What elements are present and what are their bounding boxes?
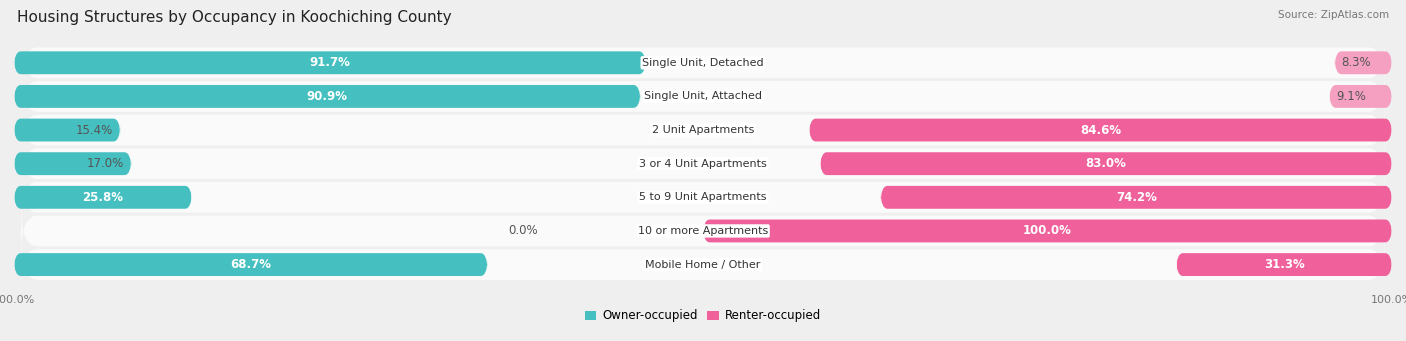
Text: 74.2%: 74.2%: [1116, 191, 1157, 204]
Text: 10 or more Apartments: 10 or more Apartments: [638, 226, 768, 236]
FancyBboxPatch shape: [21, 105, 1385, 155]
Text: 8.3%: 8.3%: [1341, 56, 1371, 69]
FancyBboxPatch shape: [1329, 85, 1392, 108]
FancyBboxPatch shape: [21, 72, 1385, 121]
FancyBboxPatch shape: [21, 173, 1385, 222]
Text: Single Unit, Attached: Single Unit, Attached: [644, 91, 762, 101]
FancyBboxPatch shape: [1334, 51, 1392, 74]
FancyBboxPatch shape: [14, 152, 131, 175]
Legend: Owner-occupied, Renter-occupied: Owner-occupied, Renter-occupied: [579, 305, 827, 327]
Text: 91.7%: 91.7%: [309, 56, 350, 69]
FancyBboxPatch shape: [703, 220, 1392, 242]
FancyBboxPatch shape: [21, 38, 1385, 88]
Text: Housing Structures by Occupancy in Koochiching County: Housing Structures by Occupancy in Kooch…: [17, 10, 451, 25]
Text: 9.1%: 9.1%: [1336, 90, 1367, 103]
Text: 100.0%: 100.0%: [1024, 224, 1071, 237]
Text: Mobile Home / Other: Mobile Home / Other: [645, 260, 761, 270]
Text: 68.7%: 68.7%: [231, 258, 271, 271]
Text: 15.4%: 15.4%: [76, 123, 114, 136]
Text: 2 Unit Apartments: 2 Unit Apartments: [652, 125, 754, 135]
Text: Source: ZipAtlas.com: Source: ZipAtlas.com: [1278, 10, 1389, 20]
Text: 25.8%: 25.8%: [83, 191, 124, 204]
Text: Single Unit, Detached: Single Unit, Detached: [643, 58, 763, 68]
Text: 84.6%: 84.6%: [1080, 123, 1121, 136]
Text: 17.0%: 17.0%: [87, 157, 124, 170]
FancyBboxPatch shape: [808, 119, 1392, 142]
FancyBboxPatch shape: [14, 51, 645, 74]
FancyBboxPatch shape: [14, 186, 191, 209]
Text: 31.3%: 31.3%: [1264, 258, 1305, 271]
FancyBboxPatch shape: [880, 186, 1392, 209]
FancyBboxPatch shape: [14, 119, 120, 142]
FancyBboxPatch shape: [14, 253, 488, 276]
FancyBboxPatch shape: [21, 206, 1385, 256]
FancyBboxPatch shape: [21, 240, 1385, 290]
FancyBboxPatch shape: [14, 85, 640, 108]
FancyBboxPatch shape: [1177, 253, 1392, 276]
Text: 0.0%: 0.0%: [508, 224, 537, 237]
FancyBboxPatch shape: [21, 139, 1385, 189]
FancyBboxPatch shape: [820, 152, 1392, 175]
Text: 83.0%: 83.0%: [1085, 157, 1126, 170]
Text: 5 to 9 Unit Apartments: 5 to 9 Unit Apartments: [640, 192, 766, 202]
Text: 90.9%: 90.9%: [307, 90, 347, 103]
Text: 3 or 4 Unit Apartments: 3 or 4 Unit Apartments: [640, 159, 766, 169]
